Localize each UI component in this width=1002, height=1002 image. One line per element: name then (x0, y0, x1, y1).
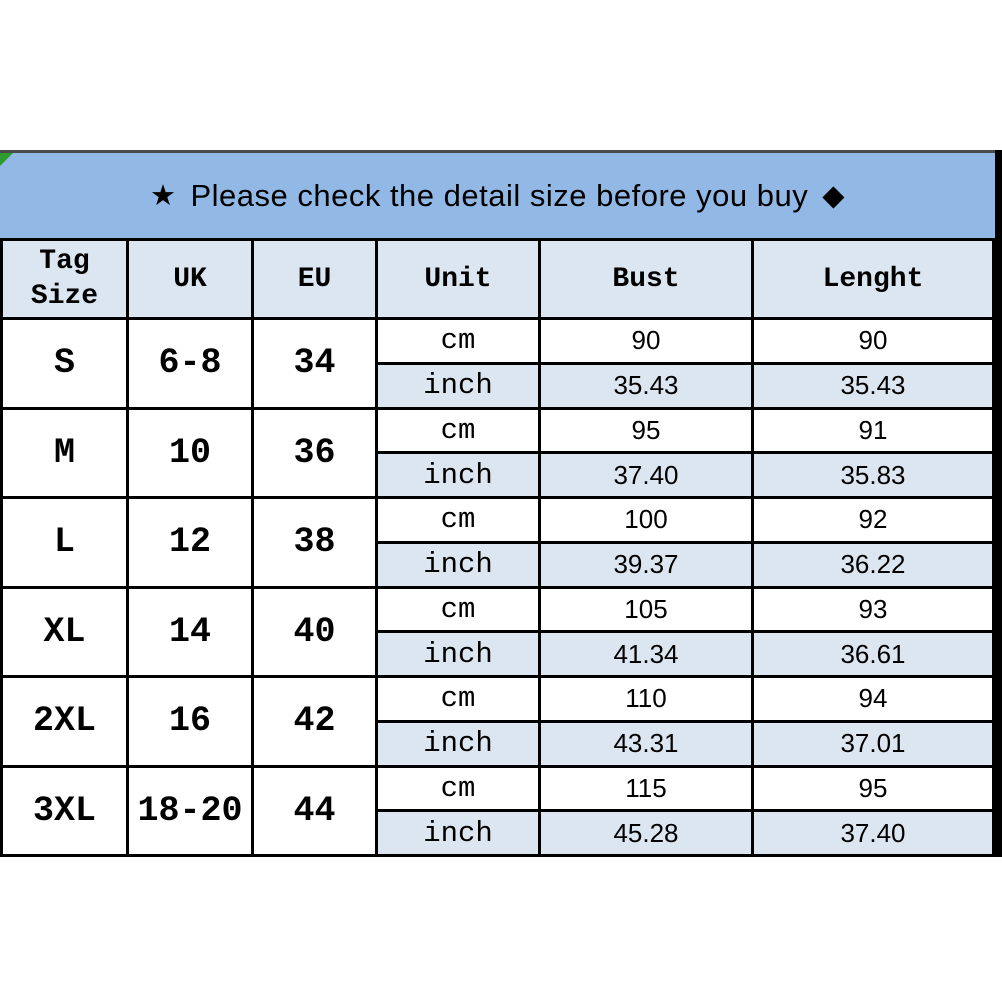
cell-eu: 40 (254, 588, 375, 675)
diamond-icon: ◆ (822, 180, 846, 212)
cell-eu: 38 (254, 499, 375, 586)
cell-length-inch: 36.61 (754, 633, 992, 675)
cell-length-cm: 90 (754, 320, 992, 362)
cell-unit-inch: inch (378, 722, 538, 765)
cell-unit-cm: cm (378, 409, 538, 452)
cell-unit-inch: inch (378, 454, 538, 496)
cell-size: XL (3, 588, 126, 675)
header-eu: EU (254, 241, 375, 317)
cell-length-inch: 37.40 (754, 812, 992, 854)
cell-bust-inch: 39.37 (541, 543, 751, 586)
star-icon: ★ (149, 180, 177, 212)
cell-eu: 44 (254, 767, 375, 854)
cell-bust-cm: 100 (541, 499, 751, 541)
cell-unit-cm: cm (378, 499, 538, 541)
cell-unit-inch: inch (378, 812, 538, 854)
header-tag-size: Tag Size (3, 241, 126, 317)
cell-bust-cm: 95 (541, 409, 751, 452)
cell-unit-inch: inch (378, 364, 538, 407)
cell-bust-cm: 110 (541, 678, 751, 720)
cell-bust-inch: 45.28 (541, 812, 751, 854)
cell-length-cm: 91 (754, 409, 992, 452)
cell-bust-inch: 43.31 (541, 722, 751, 765)
cell-length-inch: 35.83 (754, 454, 992, 496)
cell-size: L (3, 499, 126, 586)
corner-flag-icon (0, 153, 13, 166)
cell-unit-inch: inch (378, 633, 538, 675)
cell-bust-cm: 105 (541, 588, 751, 631)
header-bust: Bust (541, 241, 751, 317)
cell-unit-cm: cm (378, 767, 538, 810)
notice-banner: ★ Please check the detail size before yo… (0, 150, 995, 238)
cell-bust-cm: 115 (541, 767, 751, 810)
cell-size: M (3, 409, 126, 496)
cell-bust-inch: 41.34 (541, 633, 751, 675)
cell-length-inch: 37.01 (754, 722, 992, 765)
header-length: Lenght (754, 241, 992, 317)
cell-eu: 36 (254, 409, 375, 496)
cell-eu: 34 (254, 320, 375, 407)
cell-length-inch: 35.43 (754, 364, 992, 407)
cell-unit-cm: cm (378, 678, 538, 720)
cell-uk: 14 (129, 588, 251, 675)
cell-uk: 18-20 (129, 767, 251, 854)
header-uk: UK (129, 241, 251, 317)
cell-length-cm: 92 (754, 499, 992, 541)
cell-length-cm: 93 (754, 588, 992, 631)
cell-eu: 42 (254, 678, 375, 765)
cell-bust-cm: 90 (541, 320, 751, 362)
cell-bust-inch: 35.43 (541, 364, 751, 407)
cell-length-inch: 36.22 (754, 543, 992, 586)
cell-unit-cm: cm (378, 588, 538, 631)
cell-length-cm: 95 (754, 767, 992, 810)
header-unit: Unit (378, 241, 538, 317)
cell-uk: 10 (129, 409, 251, 496)
cell-uk: 16 (129, 678, 251, 765)
cell-unit-cm: cm (378, 320, 538, 362)
size-chart-table: Tag Size UK EU Unit Bust Lenght S 6-8 34… (0, 238, 995, 857)
cell-uk: 6-8 (129, 320, 251, 407)
cell-bust-inch: 37.40 (541, 454, 751, 496)
banner-text: Please check the detail size before you … (190, 177, 809, 213)
size-chart-sheet: ★ Please check the detail size before yo… (0, 150, 1002, 857)
cell-uk: 12 (129, 499, 251, 586)
cell-size: 3XL (3, 767, 126, 854)
cell-size: 2XL (3, 678, 126, 765)
cell-length-cm: 94 (754, 678, 992, 720)
cell-unit-inch: inch (378, 543, 538, 586)
cell-size: S (3, 320, 126, 407)
